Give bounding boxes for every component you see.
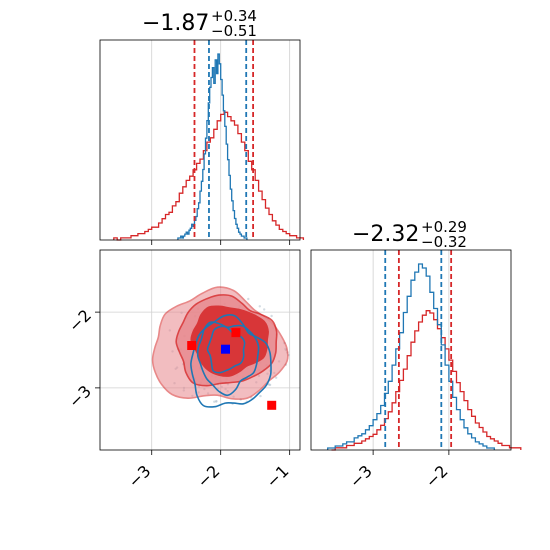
joint-scatter-point [215, 400, 218, 403]
marker-red-2 [187, 341, 197, 350]
title-param2-plus: +0.29 [421, 218, 467, 236]
title-param2: −2.32 +0.29 −0.32 [352, 218, 467, 251]
marker-red-1 [231, 328, 241, 338]
title-param1: −1.87 +0.34 −0.51 [142, 7, 257, 40]
joint-scatter-point [247, 297, 250, 301]
joint-scatter-point [213, 400, 216, 403]
hist2-panel [327, 250, 522, 451]
blue-contour-outer [190, 314, 272, 408]
title-param1-minus: −0.51 [211, 22, 257, 40]
title-param2-value: −2.32 [352, 222, 419, 247]
joint-scatter-point [268, 383, 272, 387]
joint-y-tick-label-1: −3 [65, 382, 95, 412]
blue-contour-mid [196, 321, 260, 397]
joint-scatter-point [263, 308, 266, 311]
marker-red-3 [267, 400, 277, 410]
joint-frame [99, 249, 301, 451]
joint-scatter-point [270, 314, 273, 318]
joint-panel [100, 250, 300, 450]
joint-x-p1-tick-label-2: −2 [193, 461, 223, 491]
joint-y-tick-label-2: −2 [65, 306, 95, 336]
title-param2-minus: −0.32 [421, 233, 467, 251]
hist1-red-series [113, 111, 305, 241]
hist2-x-p2-tick-label-2: −2 [422, 461, 452, 491]
title-param1-plus: +0.34 [211, 7, 257, 25]
hist1-frame [99, 39, 301, 241]
joint-x-p1-tick-label-3: −1 [262, 461, 292, 491]
hist2-frame [310, 249, 512, 451]
title-param1-value: −1.87 [142, 11, 209, 36]
marker-blue-4 [221, 344, 230, 354]
hist2-red-series [331, 310, 522, 451]
axes-layer: −3 −2 −1 −3 −2 −3 −2 [65, 39, 512, 492]
joint-scatter-point [275, 376, 278, 379]
hist1-blue-series [177, 53, 248, 240]
joint-x-p1-tick-label-1: −3 [124, 461, 154, 491]
joint-scatter-point [259, 394, 262, 398]
hist2-x-p2-tick-label-1: −3 [346, 461, 376, 491]
hist1-panel [113, 40, 305, 241]
hist2-blue-series [327, 263, 495, 450]
joint-scatter-point [258, 305, 261, 308]
